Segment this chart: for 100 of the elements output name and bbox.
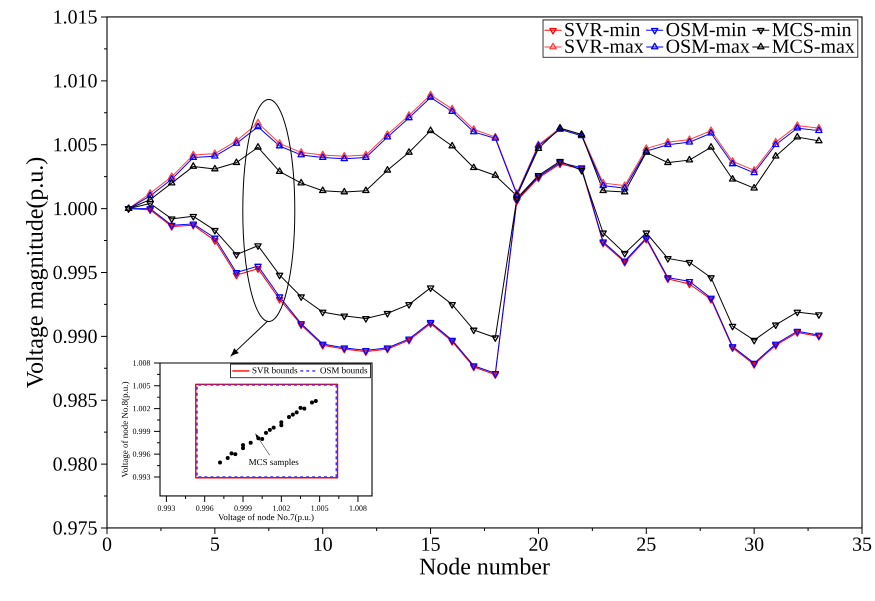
point	[686, 138, 694, 145]
point	[233, 452, 238, 456]
point	[211, 149, 219, 156]
point	[297, 294, 305, 302]
point	[686, 135, 694, 142]
point	[340, 152, 348, 159]
point	[314, 398, 318, 403]
point	[728, 157, 736, 164]
point	[815, 126, 823, 134]
point	[340, 313, 348, 320]
y-tick-label: 0.980	[53, 457, 97, 471]
y-tick-label: 1.005	[54, 138, 97, 152]
point	[260, 436, 264, 441]
point	[426, 126, 434, 134]
point	[426, 285, 434, 292]
point	[232, 270, 240, 277]
point	[405, 111, 413, 118]
point	[448, 104, 456, 112]
point	[492, 171, 500, 178]
point	[241, 443, 246, 448]
point	[664, 158, 672, 166]
point	[146, 201, 154, 208]
point	[384, 166, 392, 173]
point	[794, 132, 802, 140]
point	[297, 150, 305, 158]
point	[642, 230, 650, 238]
point	[794, 124, 802, 131]
point	[772, 322, 780, 330]
point	[750, 166, 758, 173]
point	[599, 186, 607, 194]
y-tick-label: 0.990	[53, 330, 97, 344]
point	[470, 328, 478, 334]
y-tick-label: 0.985	[53, 393, 97, 407]
point	[599, 178, 607, 186]
point	[794, 310, 802, 316]
point	[707, 126, 715, 134]
point	[318, 186, 326, 194]
point	[290, 412, 295, 417]
point	[211, 238, 219, 245]
point	[362, 316, 370, 323]
y-tick-label: 0.975	[53, 521, 97, 535]
point	[298, 406, 302, 410]
point	[297, 178, 305, 186]
point	[534, 144, 542, 152]
point	[232, 158, 240, 166]
point	[664, 140, 672, 148]
point	[218, 460, 222, 465]
point	[318, 150, 326, 158]
x-tick-label: 30	[745, 538, 764, 551]
point	[620, 188, 628, 194]
point	[340, 188, 348, 194]
point	[470, 125, 478, 132]
point	[384, 310, 392, 318]
point	[686, 282, 694, 288]
point	[620, 250, 628, 258]
point	[448, 142, 456, 148]
point	[815, 136, 823, 144]
y-tick-label: 1.010	[54, 74, 97, 88]
point	[599, 181, 607, 188]
point	[190, 153, 198, 160]
point	[276, 294, 284, 302]
point	[815, 124, 823, 131]
point	[211, 228, 219, 235]
point	[146, 192, 154, 198]
point	[264, 430, 268, 435]
point	[448, 302, 456, 309]
point	[815, 312, 823, 319]
point	[664, 138, 672, 145]
point	[279, 423, 284, 428]
point	[772, 138, 780, 145]
point	[168, 216, 176, 224]
point	[276, 272, 284, 280]
legend-label: OSM-max	[666, 40, 750, 53]
point	[728, 324, 736, 330]
legend-label: SVR-min	[565, 22, 640, 36]
x-tick-label: 0	[102, 538, 112, 551]
point	[686, 156, 694, 163]
point	[340, 154, 348, 162]
point	[146, 195, 154, 202]
point	[470, 128, 478, 134]
point	[384, 130, 392, 137]
point	[168, 172, 176, 180]
point	[794, 121, 802, 128]
point	[276, 167, 284, 174]
point	[772, 140, 780, 148]
point	[302, 406, 306, 411]
point	[279, 420, 284, 424]
point	[405, 302, 413, 309]
x-tick-label: 35	[852, 538, 872, 551]
point	[362, 186, 370, 194]
point	[254, 243, 262, 250]
point	[362, 150, 370, 158]
legend-label: OSM bounds	[320, 367, 368, 374]
legend-label: SVR-max	[565, 40, 644, 54]
point	[190, 162, 198, 169]
point	[297, 148, 305, 155]
x-tick-label: 20	[529, 538, 548, 551]
point	[211, 164, 219, 172]
point	[272, 426, 276, 430]
point	[168, 174, 176, 182]
